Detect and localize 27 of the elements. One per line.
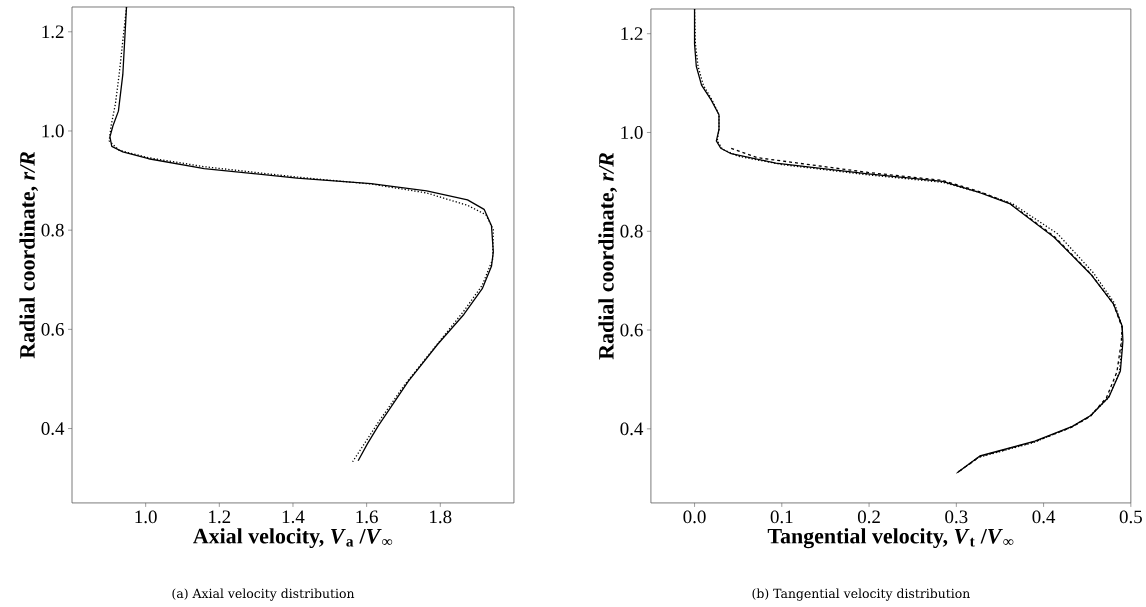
y-tick-label: 0.8 bbox=[620, 224, 643, 238]
y-tick-label: 1.0 bbox=[621, 126, 643, 139]
y-tick-label: 0.4 bbox=[41, 422, 65, 435]
x-tick-label: 0.5 bbox=[1119, 510, 1142, 524]
y-tick-label: 0.4 bbox=[620, 422, 644, 436]
y-axis-title: Radial coordinate, r/R bbox=[19, 152, 38, 359]
y-tick-label: 1.0 bbox=[42, 124, 64, 138]
x-tick-label: 1.4 bbox=[282, 510, 305, 524]
x-tick-label: 1.2 bbox=[209, 510, 231, 524]
y-tick-label: 0.8 bbox=[41, 223, 64, 237]
y-tick-label: 1.2 bbox=[621, 27, 643, 41]
x-tick-label: 0.2 bbox=[857, 510, 880, 524]
x-tick-label: 0.3 bbox=[945, 510, 968, 524]
x-tick-label: 1.0 bbox=[135, 510, 157, 524]
x-tick-label: 0.0 bbox=[683, 510, 706, 524]
y-tick-label: 0.6 bbox=[620, 323, 643, 337]
y-tick-label: 1.2 bbox=[42, 25, 64, 39]
y-tick-label: 0.6 bbox=[41, 322, 64, 336]
x-axis-title: Tangential velocity, V$_{t}$ /V$_{∞}$ bbox=[767, 528, 1014, 549]
text: (b) Tangential velocity distribution bbox=[752, 588, 970, 601]
x-tick-label: 1.8 bbox=[430, 510, 452, 524]
text: (a) Axial velocity distribution bbox=[172, 588, 355, 601]
x-tick-label: 0.1 bbox=[770, 510, 793, 524]
y-axis-title: Radial coordinate, r/R bbox=[598, 153, 617, 360]
x-tick-label: 1.6 bbox=[356, 510, 378, 524]
x-tick-label: 0.4 bbox=[1032, 510, 1056, 524]
x-axis-title: Axial velocity, V$_{a}$ /V$_{∞}$ bbox=[193, 528, 393, 549]
